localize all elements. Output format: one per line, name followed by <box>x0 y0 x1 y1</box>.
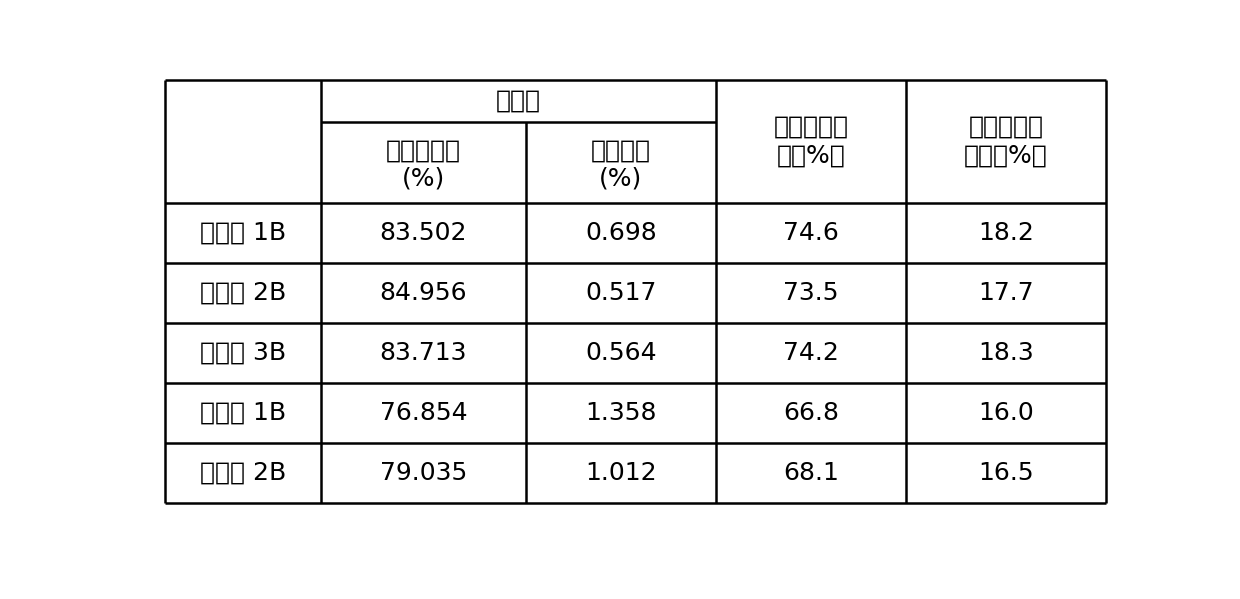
Text: 84.956: 84.956 <box>379 281 467 305</box>
Text: 83.502: 83.502 <box>379 221 467 245</box>
Text: 79.035: 79.035 <box>379 461 467 485</box>
Text: 0.698: 0.698 <box>585 221 657 245</box>
Text: 16.5: 16.5 <box>978 461 1034 485</box>
Text: 对比例 2B: 对比例 2B <box>200 461 286 485</box>
Text: (%): (%) <box>402 167 445 190</box>
Text: 0.517: 0.517 <box>585 281 656 305</box>
Text: 薄荷脑提取: 薄荷脑提取 <box>774 114 848 138</box>
Text: (%): (%) <box>599 167 642 190</box>
Text: 实施例 3B: 实施例 3B <box>200 341 286 365</box>
Text: 76.854: 76.854 <box>379 401 467 425</box>
Text: 左旋薄荷脑: 左旋薄荷脑 <box>386 138 461 162</box>
Text: 薄荷素油提: 薄荷素油提 <box>968 114 1044 138</box>
Text: 0.564: 0.564 <box>585 341 657 365</box>
Text: 17.7: 17.7 <box>978 281 1034 305</box>
Text: 83.713: 83.713 <box>379 341 467 365</box>
Text: 薄荷脑: 薄荷脑 <box>496 89 541 113</box>
Text: 73.5: 73.5 <box>784 281 838 305</box>
Text: 68.1: 68.1 <box>782 461 839 485</box>
Text: 1.012: 1.012 <box>585 461 657 485</box>
Text: 74.6: 74.6 <box>782 221 839 245</box>
Text: 取率（%）: 取率（%） <box>965 144 1048 168</box>
Text: 66.8: 66.8 <box>782 401 839 425</box>
Text: 16.0: 16.0 <box>978 401 1034 425</box>
Text: 异薄荷脑: 异薄荷脑 <box>591 138 651 162</box>
Text: 18.2: 18.2 <box>978 221 1034 245</box>
Text: 实施例 1B: 实施例 1B <box>200 221 286 245</box>
Text: 实施例 2B: 实施例 2B <box>200 281 286 305</box>
Text: 对比例 1B: 对比例 1B <box>200 401 286 425</box>
Text: 18.3: 18.3 <box>978 341 1034 365</box>
Text: 74.2: 74.2 <box>782 341 839 365</box>
Text: 1.358: 1.358 <box>585 401 657 425</box>
Text: 率（%）: 率（%） <box>776 144 846 168</box>
